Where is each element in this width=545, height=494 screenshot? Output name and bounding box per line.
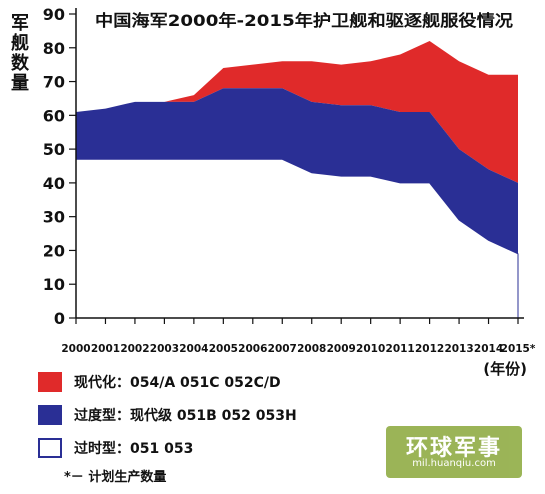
watermark-logo: 环球军事 mil.huanqiu.com xyxy=(386,426,522,478)
y-tick-label: 80 xyxy=(43,39,65,58)
x-tick-label: 2002 xyxy=(120,343,149,355)
legend-swatch-modern xyxy=(38,372,62,392)
y-tick-label: 70 xyxy=(43,73,65,92)
x-tick-label: 2001 xyxy=(91,343,120,355)
watermark-main: 环球军事 xyxy=(405,436,502,461)
y-tick-label: 0 xyxy=(54,309,65,328)
y-tick-label: 10 xyxy=(43,275,65,294)
x-tick-label: 2010 xyxy=(356,343,385,355)
x-tick-label: 2015* xyxy=(501,343,536,355)
x-tick-label: 2007 xyxy=(268,343,297,355)
area-modern xyxy=(76,41,518,183)
y-tick-label: 40 xyxy=(43,174,65,193)
legend-item-transitional: 过度型：现代级 051B 052 053H xyxy=(38,404,297,426)
x-tick-label: 2000 xyxy=(61,343,90,355)
x-tick-label: 2014 xyxy=(474,343,503,355)
y-axis-label: 军舰数量 xyxy=(11,13,29,94)
legend-swatch-obsolete xyxy=(38,438,62,458)
x-tick-label: 2011 xyxy=(386,343,415,355)
x-tick-label: 2006 xyxy=(238,343,267,355)
x-tick-label: 2004 xyxy=(179,343,208,355)
area-obsolete xyxy=(76,159,518,318)
watermark-sub: mil.huanqiu.com xyxy=(412,458,496,469)
legend-swatch-transitional xyxy=(38,405,62,425)
y-tick-label: 60 xyxy=(43,106,65,125)
y-tick-label: 90 xyxy=(43,5,65,24)
x-axis-label: (年份) xyxy=(483,360,527,378)
y-tick-label: 20 xyxy=(43,241,65,260)
legend-label-modern: 现代化：054/A 051C 052C/D xyxy=(74,375,281,391)
x-tick-label: 2009 xyxy=(327,343,356,355)
x-tick-label: 2013 xyxy=(444,343,473,355)
area-transitional xyxy=(76,88,518,254)
x-tick-label: 2012 xyxy=(415,343,444,355)
y-tick-label: 50 xyxy=(43,140,65,159)
legend-label-obsolete: 过时型：051 053 xyxy=(74,441,194,457)
chart-title: 中国海军2000年-2015年护卫舰和驱逐舰服役情况 xyxy=(95,11,513,30)
legend-item-obsolete: 过时型：051 053 xyxy=(38,437,193,459)
x-tick-label: 2005 xyxy=(209,343,238,355)
y-tick-label: 30 xyxy=(43,208,65,227)
legend-item-modern: 现代化：054/A 051C 052C/D xyxy=(38,371,281,393)
x-tick-label: 2008 xyxy=(297,343,326,355)
area-obsolete-outline xyxy=(75,158,519,318)
legend-label-transitional: 过度型：现代级 051B 052 053H xyxy=(74,408,297,424)
footnote: *－ 计划生产数量 xyxy=(64,470,167,485)
x-tick-label: 2003 xyxy=(150,343,179,355)
